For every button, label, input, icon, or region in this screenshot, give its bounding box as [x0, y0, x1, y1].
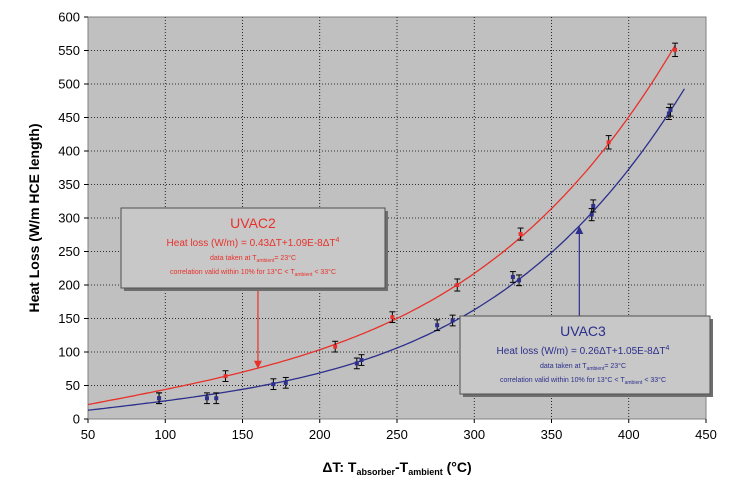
annotation-equation: Heat loss (W/m) = 0.26ΔT+1.05E-8ΔT4: [497, 345, 670, 357]
x-axis-label: ΔT: Tabsorber-Tambient (°C): [322, 459, 471, 477]
data-points: [156, 42, 679, 405]
annotation-note: data taken at Tambient= 23°C: [540, 362, 626, 372]
x-axis-label-main: ΔT: T: [322, 459, 357, 475]
x-tick-label: 200: [309, 427, 331, 442]
data-point-uvac3: [509, 271, 516, 283]
data-point-uvac3: [358, 354, 365, 366]
data-point-uvac3: [213, 392, 220, 405]
y-tick-label: 0: [73, 412, 80, 427]
x-tick-label: 100: [154, 427, 176, 442]
data-point-uvac3: [353, 357, 360, 370]
y-axis-label: Heat Loss (W/m HCE length): [26, 123, 42, 312]
y-tick-label: 550: [58, 43, 80, 58]
annotation-note: correlation valid within 10% for 13°C < …: [170, 268, 336, 278]
arrow-head-icon: [575, 226, 584, 235]
y-tick-label: 350: [58, 177, 80, 192]
annotation-note: correlation valid within 10% for 13°C < …: [500, 376, 666, 386]
annotation-title: UVAC2: [230, 215, 276, 231]
data-point-uvac2: [332, 340, 339, 353]
y-tick-label: 50: [66, 378, 80, 393]
y-tick-label: 250: [58, 244, 80, 259]
fit-curves: [87, 45, 685, 411]
annotation-box: [120, 207, 386, 289]
x-axis-label-tail: (°C): [443, 459, 472, 475]
annotation-uvac2: UVAC2 Heat loss (W/m) = 0.43ΔT+1.09E-8ΔT4…: [120, 207, 388, 369]
x-axis-label-sub2: ambient: [408, 467, 443, 477]
x-axis-label-sub1: absorber: [356, 467, 395, 477]
data-point-uvac3: [667, 103, 674, 117]
x-tick-label: 450: [695, 427, 717, 442]
data-point-uvac3: [156, 392, 163, 405]
y-tick-label: 300: [58, 211, 80, 226]
data-point-uvac2: [672, 42, 679, 58]
fit-curve-uvac2: [87, 45, 676, 406]
data-point-uvac3: [203, 392, 210, 405]
data-point-uvac2: [605, 135, 612, 150]
y-tick-label: 200: [58, 278, 80, 293]
y-axis-ticks: 0 50 100 150 200 250 300 350 400 450 500 550 600: [58, 10, 88, 427]
data-point-uvac2: [389, 311, 396, 324]
y-tick-label: 100: [58, 345, 80, 360]
x-axis-ticks: 50 100 150 200 250 300 350 400 450: [81, 419, 717, 442]
data-point-uvac2: [222, 370, 229, 382]
fit-curve-uvac3: [87, 88, 685, 411]
data-point-uvac2: [517, 227, 524, 241]
data-point-uvac3: [434, 319, 441, 332]
data-point-uvac3: [590, 199, 597, 213]
x-tick-label: 400: [618, 427, 640, 442]
data-point-uvac3: [588, 208, 595, 222]
x-tick-label: 300: [463, 427, 485, 442]
x-tick-label: 250: [386, 427, 408, 442]
y-tick-label: 400: [58, 144, 80, 159]
data-point-uvac3: [270, 378, 277, 391]
data-point-uvac3: [449, 314, 456, 327]
y-tick-label: 450: [58, 110, 80, 125]
data-point-uvac2: [454, 278, 461, 292]
annotation-uvac3: UVAC3 Heat loss (W/m) = 0.26ΔT+1.05E-8ΔT4…: [459, 226, 713, 397]
y-tick-label: 150: [58, 311, 80, 326]
data-point-uvac3: [516, 274, 523, 287]
annotation-title: UVAC3: [560, 323, 606, 339]
annotation-equation: Heat loss (W/m) = 0.43ΔT+1.09E-8ΔT4: [167, 237, 340, 249]
x-tick-label: 150: [232, 427, 254, 442]
data-point-uvac3: [282, 376, 289, 389]
x-axis-label-mid: -T: [395, 459, 409, 475]
x-tick-label: 350: [541, 427, 563, 442]
x-tick-label: 50: [81, 427, 95, 442]
annotation-note: data taken at Tambient= 23°C: [210, 254, 296, 264]
y-tick-label: 600: [58, 10, 80, 25]
y-tick-label: 500: [58, 77, 80, 92]
arrow-head-icon: [253, 360, 262, 369]
annotation-boxes: UVAC2 Heat loss (W/m) = 0.43ΔT+1.09E-8ΔT4…: [120, 207, 713, 397]
annotation-box: [459, 315, 711, 395]
